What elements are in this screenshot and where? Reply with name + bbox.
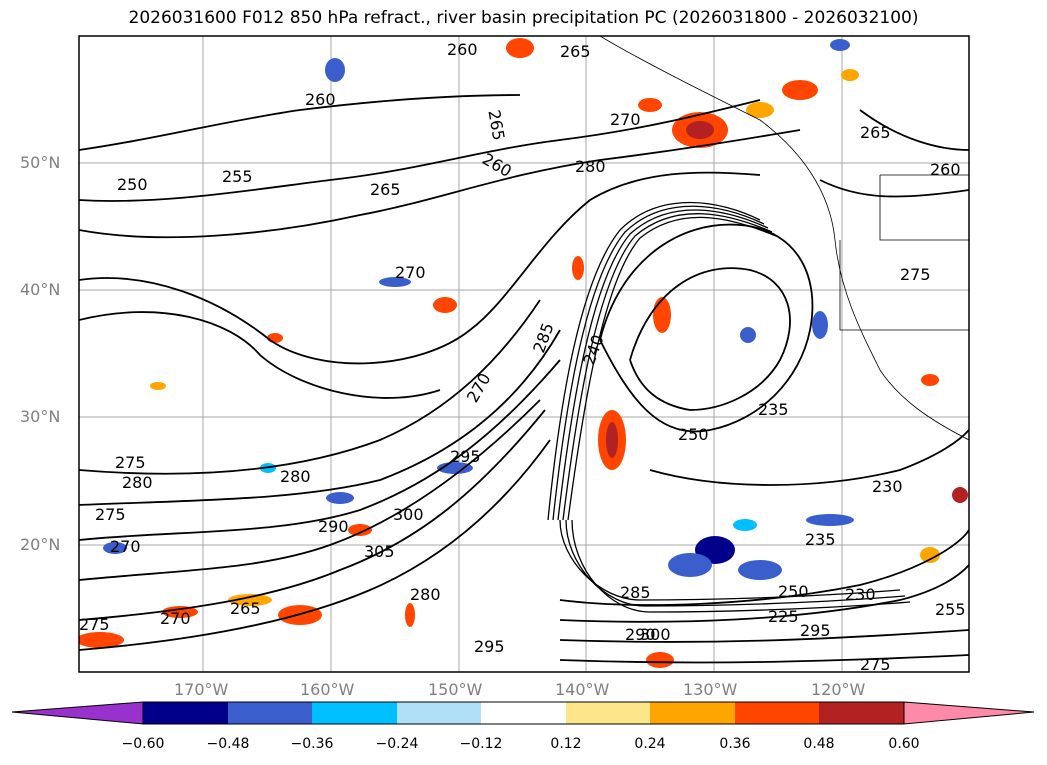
map-title: 2026031600 F012 850 hPa refract., river … [128, 8, 919, 28]
lon-label-150w: 150°W [428, 680, 483, 699]
colorbar-tick: −0.12 [459, 736, 503, 752]
colorbar-tick: 0.60 [888, 736, 920, 752]
contour-label: 250 [678, 425, 709, 444]
contour-label: 300 [393, 505, 424, 524]
contour-label: 275 [860, 655, 891, 674]
contour-label: 275 [79, 615, 110, 634]
contour-label: 265 [560, 42, 591, 61]
lon-label-170w: 170°W [174, 680, 229, 699]
contour-label: 230 [845, 585, 876, 604]
colorbar-bin [566, 702, 650, 724]
contour-label: 270 [610, 110, 641, 129]
colorbar-bin [312, 702, 397, 724]
contour-label: 275 [900, 265, 931, 284]
contour-label: 265 [860, 123, 891, 142]
colorbar-tick: −0.36 [290, 736, 334, 752]
contour-label: 255 [222, 167, 253, 186]
contour-label: 280 [122, 473, 153, 492]
contour-label: 235 [805, 530, 836, 549]
contour-label: 265 [230, 599, 261, 618]
colorbar-tick: 0.48 [803, 736, 835, 752]
lon-label-140w: 140°W [555, 680, 610, 699]
contour-label: 260 [305, 90, 336, 109]
map-frame [78, 35, 970, 673]
contour-label: 290 [318, 517, 349, 536]
contour-label: 270 [160, 609, 191, 628]
contour-label: 250 [778, 582, 809, 601]
contour-label: 230 [872, 477, 903, 496]
colorbar-bin [228, 702, 312, 724]
contour-label: 235 [758, 400, 789, 419]
colorbar-extend-low [11, 701, 144, 725]
colorbar [11, 701, 1035, 725]
lat-label-40n: 40°N [20, 280, 61, 299]
contour-label: 280 [410, 585, 441, 604]
contour-label: 280 [575, 157, 606, 176]
lon-label-120w: 120°W [811, 680, 866, 699]
contour-label: 255 [935, 600, 966, 619]
contour-label: 250 [117, 175, 148, 194]
contour-label: 260 [930, 160, 961, 179]
lat-label-20n: 20°N [20, 535, 61, 554]
colorbar-tick: −0.48 [206, 736, 250, 752]
lat-label-30n: 30°N [20, 407, 61, 426]
contour-label: 295 [474, 637, 505, 656]
contour-label: 280 [280, 467, 311, 486]
precip-shading [79, 38, 968, 668]
map-panel: 260 265 260 265 270 260 280 265 250 255 … [78, 35, 970, 674]
contour-label: 285 [620, 583, 651, 602]
colorbar-bin [650, 702, 735, 724]
colorbar-bin [819, 702, 904, 724]
contour-label: 225 [768, 607, 799, 626]
colorbar-tick: −0.60 [121, 736, 165, 752]
contour-label: 270 [110, 537, 141, 556]
lat-label-50n: 50°N [20, 153, 61, 172]
contour-label: 305 [364, 542, 395, 561]
contour-label: 275 [95, 505, 126, 524]
lon-label-160w: 160°W [300, 680, 355, 699]
refractivity-contours [79, 94, 969, 664]
contour-label: 260 [447, 40, 478, 59]
contour-label: 275 [115, 453, 146, 472]
contour-label: 290 [625, 625, 656, 644]
colorbar-tick: 0.12 [550, 736, 582, 752]
coastline [599, 36, 969, 441]
colorbar-tick: −0.24 [375, 736, 419, 752]
colorbar-tick: 0.36 [719, 736, 751, 752]
colorbar-tick: 0.24 [634, 736, 666, 752]
colorbar-bin [735, 702, 819, 724]
jet-band-contours [547, 201, 911, 613]
contour-label: 300 [640, 625, 671, 644]
lon-label-130w: 130°W [683, 680, 738, 699]
colorbar-bin [481, 702, 566, 724]
colorbar-extend-high [903, 701, 1035, 725]
colorbar-bin [143, 702, 228, 724]
contour-label: 295 [800, 621, 831, 640]
colorbar-bin [397, 702, 481, 724]
contour-label: 265 [370, 180, 401, 199]
contour-label: 295 [450, 447, 481, 466]
contour-label: 270 [395, 263, 426, 282]
